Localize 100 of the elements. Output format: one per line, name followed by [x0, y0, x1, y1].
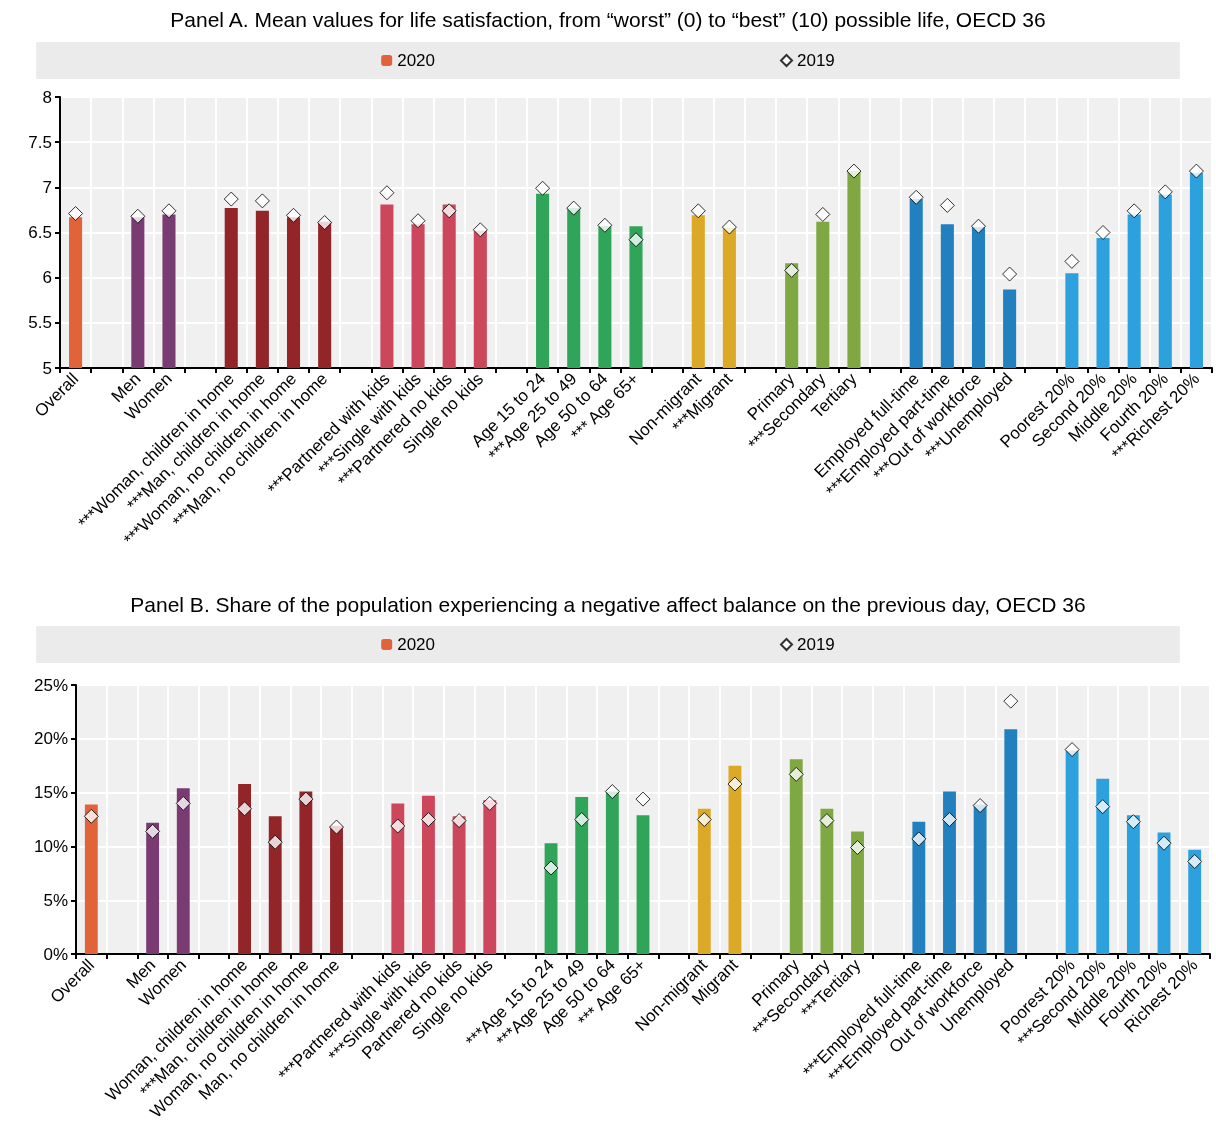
point — [317, 215, 333, 231]
point — [784, 262, 800, 278]
bar — [1126, 815, 1140, 955]
y-tick-label: 5.5 — [28, 313, 52, 333]
bar — [820, 808, 834, 955]
bar — [299, 791, 313, 955]
point — [690, 203, 706, 219]
point — [727, 776, 743, 792]
y-tick-label: 7.5 — [28, 132, 52, 152]
bar — [697, 808, 711, 955]
point — [566, 200, 582, 216]
point — [1187, 854, 1203, 870]
legend-label: 2020 — [397, 635, 436, 654]
point — [543, 860, 559, 876]
point — [237, 801, 253, 817]
y-tick-label: 10% — [33, 836, 68, 856]
point — [628, 232, 644, 248]
point — [1095, 799, 1111, 815]
point — [68, 206, 84, 222]
y-tick-label: 15% — [33, 783, 68, 803]
point — [472, 222, 488, 238]
legend-label: 2019 — [797, 51, 835, 70]
chart-title: Panel A. Mean values for life satisfaction, from “worst” (0) to “best” (10) possible life, OECD 36 — [170, 8, 1046, 31]
point — [379, 185, 395, 201]
point — [1064, 742, 1080, 758]
point — [939, 197, 955, 213]
point — [972, 798, 988, 814]
point — [254, 193, 270, 209]
bar — [973, 804, 987, 955]
bar — [84, 804, 98, 955]
y-tick-label: 6 — [42, 268, 52, 288]
point — [286, 207, 302, 223]
point — [597, 217, 613, 233]
bar — [330, 826, 343, 955]
point — [850, 840, 866, 856]
bar — [422, 795, 435, 955]
point — [161, 203, 177, 219]
point — [451, 813, 467, 829]
point — [941, 812, 957, 828]
point — [441, 203, 457, 219]
bar — [789, 759, 803, 955]
bar — [483, 800, 497, 955]
point — [1188, 163, 1204, 179]
point — [1003, 693, 1019, 709]
y-tick-label: 7 — [42, 177, 52, 197]
point — [1157, 184, 1173, 200]
bar — [146, 822, 160, 955]
y-tick-label: 8 — [42, 87, 52, 107]
point — [815, 206, 831, 222]
point — [420, 812, 436, 828]
point — [911, 831, 927, 847]
point — [788, 766, 804, 782]
bar — [268, 816, 282, 955]
point — [130, 208, 146, 224]
y-tick-label: 6.5 — [28, 223, 52, 242]
point — [1126, 203, 1142, 219]
bar — [1065, 750, 1079, 955]
chart-title: Panel B. Share of the population experiencing a negative affect balance on the previous day, OECD 36 — [130, 593, 1086, 616]
y-tick-label: 5% — [43, 890, 68, 910]
point — [819, 813, 835, 829]
point — [390, 818, 406, 834]
point — [535, 180, 551, 196]
point — [482, 795, 498, 811]
y-tick-label: 5 — [42, 358, 52, 378]
point — [574, 812, 590, 828]
y-tick-label: 20% — [33, 729, 68, 749]
bar — [605, 791, 619, 955]
point — [908, 189, 924, 205]
bar — [238, 784, 251, 955]
bar — [1004, 729, 1018, 955]
bar — [912, 821, 926, 955]
bar — [452, 816, 466, 955]
point — [1156, 835, 1172, 851]
point — [175, 795, 191, 811]
point — [1002, 266, 1018, 282]
point — [223, 191, 239, 207]
y-tick-label: 25% — [33, 675, 68, 695]
point — [635, 791, 651, 807]
bar — [176, 788, 190, 955]
point — [1125, 814, 1141, 830]
point — [604, 784, 620, 800]
point — [846, 163, 862, 179]
point — [721, 219, 737, 235]
point — [145, 823, 161, 839]
point — [1064, 253, 1080, 269]
bar — [636, 815, 650, 955]
point — [1095, 225, 1111, 240]
point — [298, 791, 314, 807]
legend-label: 2019 — [797, 635, 835, 654]
point — [267, 834, 283, 850]
point — [696, 812, 712, 828]
bar — [943, 791, 956, 955]
y-tick-label: 0% — [43, 944, 68, 964]
bar — [1188, 849, 1202, 955]
point — [970, 218, 986, 234]
bar — [575, 796, 589, 955]
legend-label: 2020 — [397, 51, 436, 70]
point — [329, 819, 345, 835]
point — [83, 808, 99, 824]
bar — [851, 831, 864, 955]
